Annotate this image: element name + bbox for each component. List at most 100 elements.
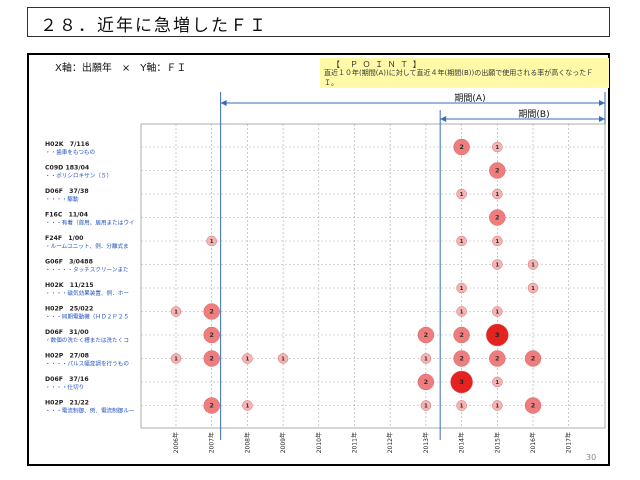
bubble [277,353,289,364]
bubble-value-label: 1 [174,310,178,316]
x-tick-label: 2013年 [422,432,430,453]
bubble-value-label: 1 [495,263,499,269]
x-tick-label: 2007年 [208,432,216,453]
bubble-value-label: 1 [495,145,499,151]
bubble [203,326,220,344]
x-tick-label: 2011年 [351,432,359,453]
x-tick-label: 2012年 [386,432,394,453]
row-desc-label: ・・・電流制御、例．電流制御ルー [45,407,135,415]
bubble [489,209,506,226]
bubble-value-label: 2 [495,214,500,222]
bubble-value-label: 1 [174,357,178,363]
bubble [527,282,539,294]
bubble [453,138,470,156]
row-code-label: H02P 27/08 [45,353,89,360]
bubble [527,259,539,270]
bubble-value-label: 2 [459,355,464,363]
bubble [203,350,220,367]
bubble [456,306,467,317]
bubble [492,400,503,411]
row-desc-label: ・・ポリシロキサン（５） [45,172,112,180]
plot-area [140,123,606,429]
bubble-value-label: 1 [281,357,285,363]
bubble [417,373,435,391]
bubble [170,353,182,364]
period-a-arrow-right [599,100,605,106]
x-tick-labels: 2006年 2007年 2008年 2009年 2010年 2011年 2012年 2013年… [172,432,573,453]
bubble [417,326,435,344]
bubble-value-label: 1 [495,239,499,245]
bubble-value-label: 1 [245,404,249,410]
bubble-value-label: 1 [210,239,214,245]
bubble [492,188,503,200]
row-code-label: F16C 11/04 [45,212,89,219]
bubble-value-label: 1 [245,357,249,363]
x-tick-label: 2010年 [315,432,323,453]
bubble [453,350,470,367]
x-tick-label: 2015年 [493,432,501,453]
bubble-value-label: 1 [495,404,499,410]
bubble-value-label: 1 [460,404,464,410]
row-code-label: H02P 21/22 [45,400,89,407]
bubble-value-label: 1 [531,286,535,292]
bubble [492,141,503,153]
bubble [453,326,470,344]
bubble-value-label: 1 [424,357,428,363]
x-tick-label: 2006年 [172,432,180,453]
bubble-value-label: 1 [460,310,464,316]
x-tick-label: 2014年 [458,432,466,453]
row-code-label: C09D 183/04 [45,165,90,172]
bubble-value-label: 2 [209,355,214,363]
bubble-value-label: 2 [424,331,429,339]
bubble [524,350,542,367]
bubble-value-label: 2 [459,331,464,339]
bubble-value-label: 2 [209,308,214,316]
period-a-label: 期間(A) [454,93,485,104]
bubble [242,400,253,411]
bubble-value-label: 1 [424,404,428,410]
bubble-value-label: 3 [459,378,464,386]
row-code-label: F24F 1/00 [45,235,84,242]
bubble-value-label: 2 [531,402,536,410]
bubble-value-label: 3 [495,331,500,339]
bubble-value-label: 1 [460,286,464,292]
bubble [420,353,432,364]
page-number: 30 [586,453,597,462]
chart-grid [140,123,606,429]
page-title: ２８．近年に急増したＦＩ [40,16,268,36]
bubble-value-label: 1 [495,310,499,316]
bubble [492,259,503,270]
row-desc-label: ・・・・駆動 [45,195,79,203]
period-b-arrow-right [599,116,605,122]
bubble [456,235,467,247]
bubble-value-label: 1 [460,192,464,198]
row-desc-label: ・・・・磁気効果装置、例．ホー [45,289,129,297]
row-code-label: H02K 11/215 [45,282,94,289]
row-desc-label: ・・・同期電動機（ＨＤ２Ｐ２５ [45,313,129,321]
period-b-arrow-left [440,116,447,122]
row-desc-label: ・数個の洗たく槽または洗たくコ [45,336,129,344]
bubble-value-label: 2 [209,402,214,410]
bubble [420,400,432,411]
bubble [203,303,220,320]
bubble-value-label: 1 [495,380,499,386]
period-markers: 期間(A) 期間(B) [220,92,606,440]
row-desc-label: ・・・有着（首用、居用またはウイ [45,219,135,227]
bubble [170,306,182,317]
bubble [206,235,217,247]
bubbles: 2 1 2 1 1 2 1 1 1 1 1 1 1 1 2 1 1 2 2 2 3 1 2 1 1 1 2 2 2 2 3 1 2 1 1 1 1 2 [170,138,542,414]
row-code-label: H02K 7/116 [45,141,89,148]
bubble [492,306,503,317]
bubble-value-label: 2 [495,355,500,363]
row-code-label: D06F 37/38 [45,188,89,195]
bubble [492,235,503,247]
bubble-value-label: 2 [459,143,464,151]
bubble [456,282,467,294]
bubble-value-label: 1 [531,263,535,269]
bubble-value-label: 2 [495,167,500,175]
point-text: 直近１０年(期間(A))に対して直近４年(期間(B))の出願で使用される率が高く… [324,69,594,87]
bubble-value-label: 2 [531,355,536,363]
x-tick-label: 2017年 [565,432,573,453]
row-desc-label: ・・・・パルス幅変調を行うもの [45,360,129,368]
